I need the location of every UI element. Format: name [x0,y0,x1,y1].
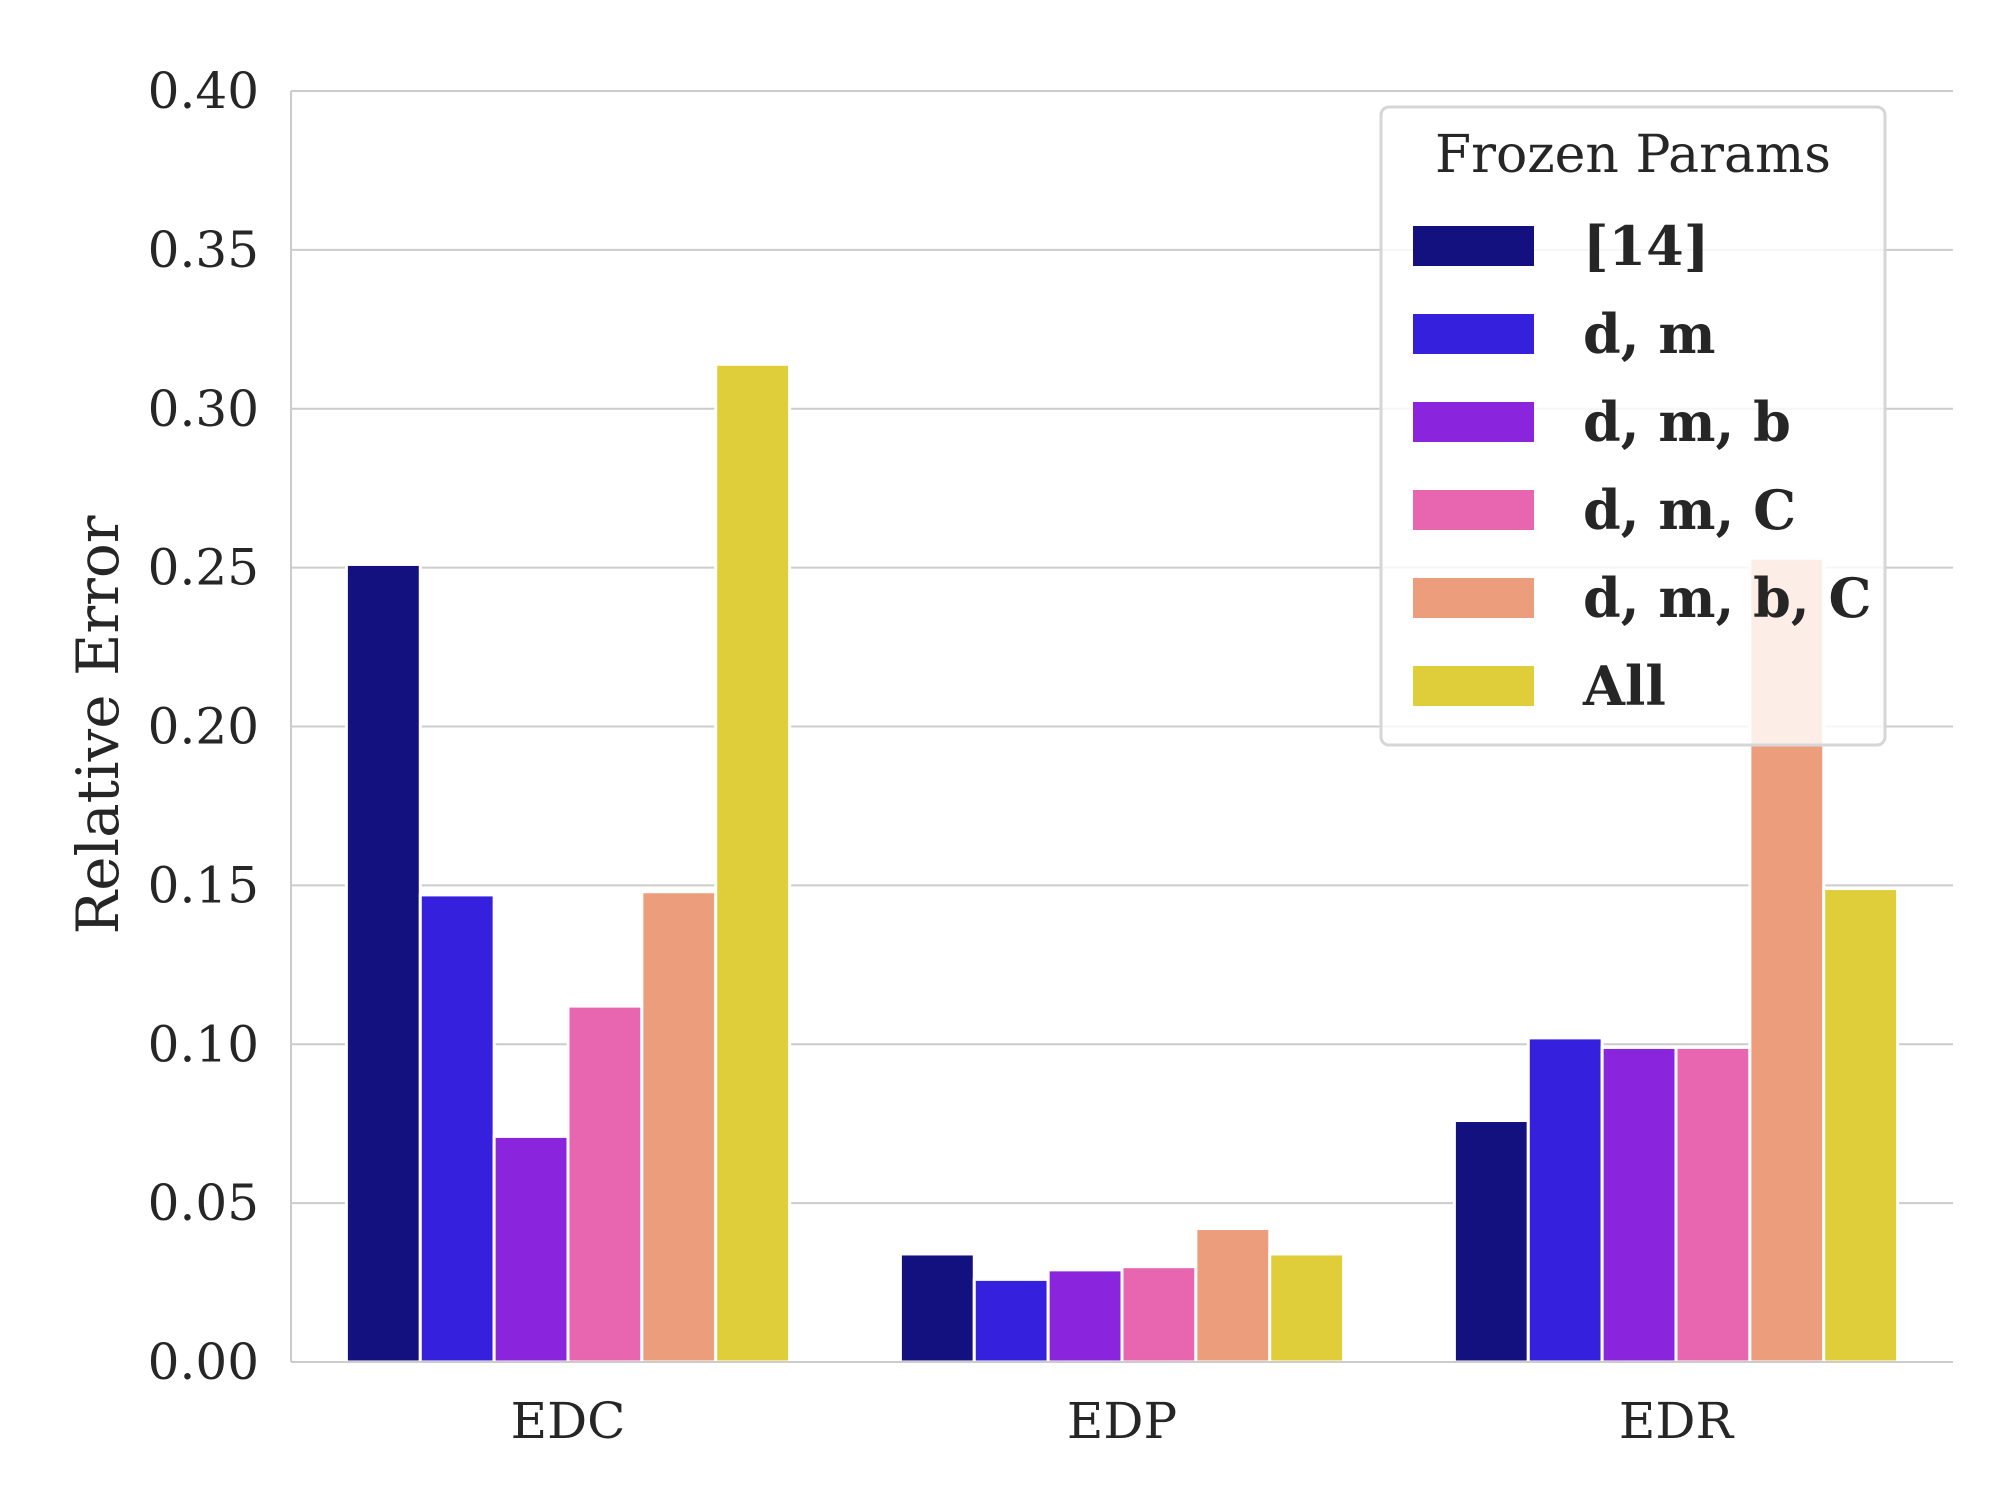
legend-swatch [1413,490,1534,530]
bar-edp-4 [1194,1227,1272,1364]
legend: Frozen Params [14] d, m d, m, b d, m, C d, m… [1379,105,1887,747]
legend-swatch [1413,578,1534,618]
x-tick-label: EDP [1067,1392,1177,1450]
bar-edr-1 [1526,1036,1604,1364]
bar-edr-5 [1822,887,1900,1364]
bar-edp-5 [1268,1252,1346,1364]
legend-swatch [1413,666,1534,706]
bar-edr-3 [1674,1045,1752,1364]
y-tick-label: 0.00 [148,1333,259,1391]
legend-title: Frozen Params [1435,125,1831,185]
y-tick-label: 0.15 [148,856,259,914]
y-tick-label: 0.05 [148,1174,259,1232]
legend-label: d, m, C [1583,478,1796,542]
bar-edr-0 [1452,1119,1530,1364]
x-tick-labels: EDC EDP EDR [511,1392,1735,1450]
legend-label: d, m, b, C [1583,566,1871,630]
y-tick-label: 0.40 [148,62,259,120]
bar-edp-0 [898,1252,976,1364]
x-tick-label: EDC [511,1392,626,1450]
y-tick-label: 0.20 [148,698,259,756]
bar-edp-1 [972,1277,1050,1364]
bar-edc-2 [492,1134,570,1364]
bar-edc-1 [418,893,496,1364]
bar-edr-2 [1600,1045,1678,1364]
legend-label: d, m, b [1583,390,1791,454]
bar-edc-3 [566,1004,644,1364]
legend-label: d, m [1583,302,1716,366]
legend-swatch [1413,314,1534,354]
bar-edp-2 [1046,1268,1124,1364]
legend-swatch [1413,402,1534,442]
y-tick-label: 0.30 [148,380,259,438]
bar-edc-0 [344,562,422,1364]
legend-label: All [1582,654,1666,718]
y-tick-label: 0.35 [148,221,259,279]
y-axis-label: Relative Error [64,515,132,934]
bar-edp-3 [1120,1265,1198,1364]
y-tick-labels: 0.00 0.05 0.10 0.15 0.20 0.25 0.30 0.35 0.40 [148,62,259,1391]
bars [344,362,1900,1364]
y-tick-label: 0.10 [148,1015,259,1073]
legend-swatch [1413,226,1534,266]
legend-label: [14] [1583,214,1709,278]
x-tick-label: EDR [1619,1392,1735,1450]
bar-edc-4 [640,890,718,1364]
y-tick-label: 0.25 [148,539,259,597]
bar-edc-5 [714,362,792,1364]
legend-entries: [14] d, m d, m, b d, m, C d, m, b, C All [1413,214,1871,718]
